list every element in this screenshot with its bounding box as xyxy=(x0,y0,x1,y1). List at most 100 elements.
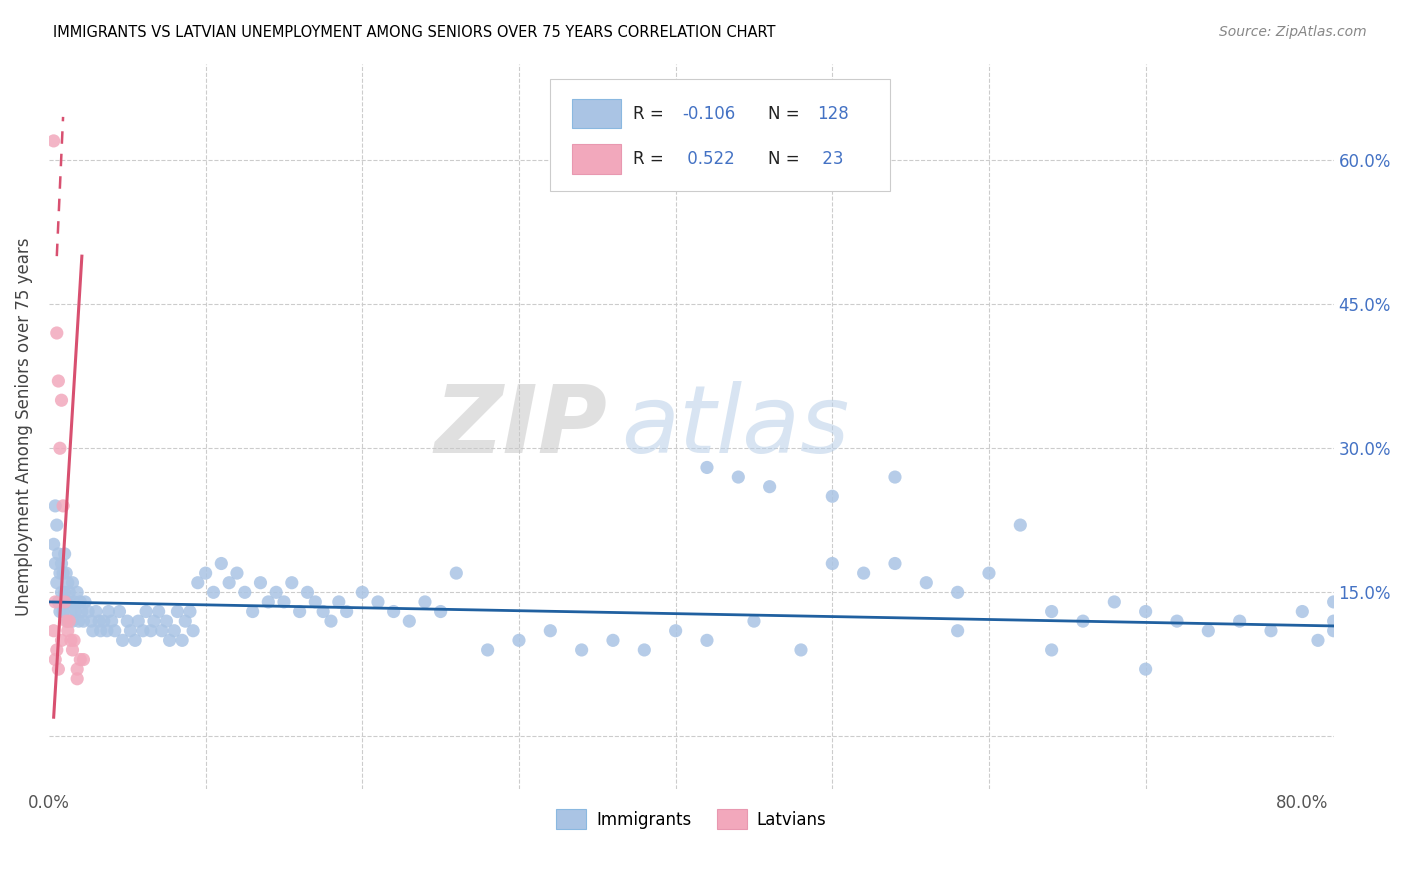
Point xyxy=(51,585,73,599)
FancyBboxPatch shape xyxy=(550,78,890,191)
Point xyxy=(821,489,844,503)
Point xyxy=(120,624,142,638)
Point xyxy=(63,633,86,648)
Point xyxy=(48,374,70,388)
Point xyxy=(328,595,350,609)
Point xyxy=(242,605,264,619)
Point xyxy=(508,633,530,648)
Point xyxy=(45,518,67,533)
Point xyxy=(226,566,249,581)
Point xyxy=(66,585,89,599)
Point xyxy=(111,633,134,648)
Point xyxy=(55,614,77,628)
Point xyxy=(142,614,165,628)
Point xyxy=(665,624,688,638)
Text: R =: R = xyxy=(634,104,669,123)
Point xyxy=(44,557,66,571)
Point xyxy=(44,652,66,666)
Point xyxy=(319,614,342,628)
Point xyxy=(72,652,94,666)
Point xyxy=(1040,605,1063,619)
Point xyxy=(174,614,197,628)
Point xyxy=(1135,605,1157,619)
Point xyxy=(288,605,311,619)
Point xyxy=(150,624,173,638)
Point xyxy=(281,575,304,590)
Point xyxy=(132,624,155,638)
Point xyxy=(53,595,76,609)
Point xyxy=(446,566,468,581)
Point xyxy=(852,566,875,581)
Point xyxy=(742,614,765,628)
Point xyxy=(264,585,287,599)
Point xyxy=(127,614,149,628)
Point xyxy=(44,499,66,513)
Point xyxy=(915,575,938,590)
Point xyxy=(1040,643,1063,657)
Point xyxy=(45,643,67,657)
Point xyxy=(163,624,186,638)
Point xyxy=(884,470,907,484)
Point xyxy=(117,614,139,628)
Point xyxy=(696,460,718,475)
Point xyxy=(77,605,100,619)
Point xyxy=(1071,614,1094,628)
Point xyxy=(884,557,907,571)
Point xyxy=(66,672,89,686)
Point xyxy=(367,595,389,609)
Point xyxy=(758,480,780,494)
Point xyxy=(42,537,65,551)
Point xyxy=(49,605,72,619)
Text: N =: N = xyxy=(769,150,806,168)
Point xyxy=(352,585,374,599)
Point xyxy=(108,605,131,619)
Point xyxy=(52,605,75,619)
Point xyxy=(159,633,181,648)
Point xyxy=(790,643,813,657)
Point xyxy=(633,643,655,657)
Point xyxy=(571,643,593,657)
Point xyxy=(194,566,217,581)
Point xyxy=(42,134,65,148)
Point xyxy=(58,585,80,599)
Point xyxy=(398,614,420,628)
Point xyxy=(304,595,326,609)
Point xyxy=(946,624,969,638)
Text: atlas: atlas xyxy=(620,381,849,472)
Point xyxy=(67,614,90,628)
Point xyxy=(100,614,122,628)
Point xyxy=(1229,614,1251,628)
Point xyxy=(1323,595,1346,609)
Point xyxy=(44,595,66,609)
Point xyxy=(1291,605,1313,619)
Point xyxy=(312,605,335,619)
Point xyxy=(181,624,204,638)
Point xyxy=(249,575,271,590)
Point xyxy=(233,585,256,599)
Point xyxy=(1260,624,1282,638)
Bar xyxy=(572,99,620,128)
Point xyxy=(51,393,73,408)
Point xyxy=(821,557,844,571)
Point xyxy=(1166,614,1188,628)
Point xyxy=(45,326,67,340)
Point xyxy=(1306,633,1329,648)
Point xyxy=(84,605,107,619)
Point xyxy=(1104,595,1126,609)
Point xyxy=(1010,518,1032,533)
Point xyxy=(45,575,67,590)
Point xyxy=(51,633,73,648)
Point xyxy=(96,624,118,638)
Point xyxy=(187,575,209,590)
Point xyxy=(218,575,240,590)
Point xyxy=(155,614,177,628)
Text: R =: R = xyxy=(634,150,669,168)
Point xyxy=(53,585,76,599)
Point xyxy=(696,633,718,648)
Point xyxy=(87,614,110,628)
Point xyxy=(62,575,84,590)
Point xyxy=(166,605,188,619)
Point xyxy=(124,633,146,648)
Point xyxy=(139,624,162,638)
Text: 0.522: 0.522 xyxy=(682,150,735,168)
